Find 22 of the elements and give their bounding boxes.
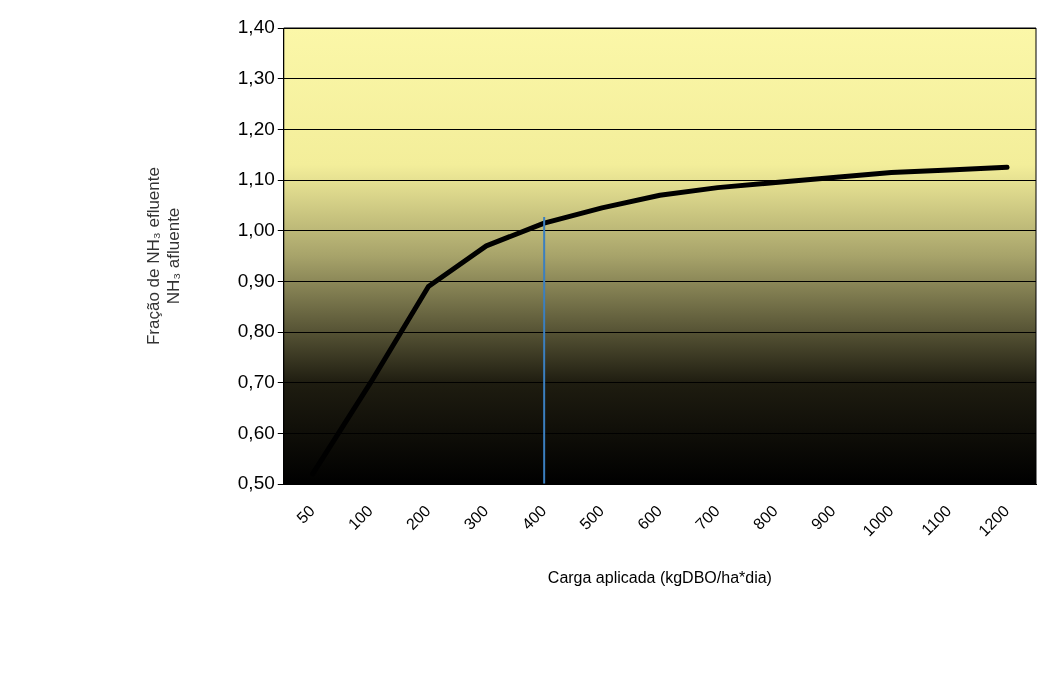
y-tick-label: 0,90: [237, 269, 275, 291]
y-tick-label: 0,70: [237, 370, 275, 392]
y-tick-label: 1,20: [237, 117, 275, 139]
x-tick-label: 300: [460, 501, 492, 533]
y-tick-label: 1,00: [237, 218, 275, 240]
x-tick-label: 100: [344, 501, 376, 533]
x-tick-label: 900: [807, 501, 839, 533]
x-tick-label: 200: [402, 501, 434, 533]
y-tick-label: 0,80: [237, 320, 275, 342]
x-tick-label: 600: [634, 501, 666, 533]
x-tick-label: 400: [518, 501, 550, 533]
y-tick-label: 1,30: [237, 66, 275, 88]
x-tick-label: 50: [293, 501, 319, 527]
y-tick-label: 0,60: [237, 421, 275, 443]
x-axis-title: Carga aplicada (kgDBO/ha*dia): [547, 568, 772, 586]
y-axis-title: Fração de NH₃ efluente NH₃ afluente: [143, 167, 184, 346]
x-tick-label: 700: [692, 501, 724, 533]
y-tick-label: 1,40: [237, 16, 275, 38]
x-tick-label: 500: [576, 501, 608, 533]
x-tick-label: 800: [749, 501, 781, 533]
y-tick-label: 1,10: [237, 168, 275, 190]
y-tick-label: 0,50: [237, 472, 275, 494]
